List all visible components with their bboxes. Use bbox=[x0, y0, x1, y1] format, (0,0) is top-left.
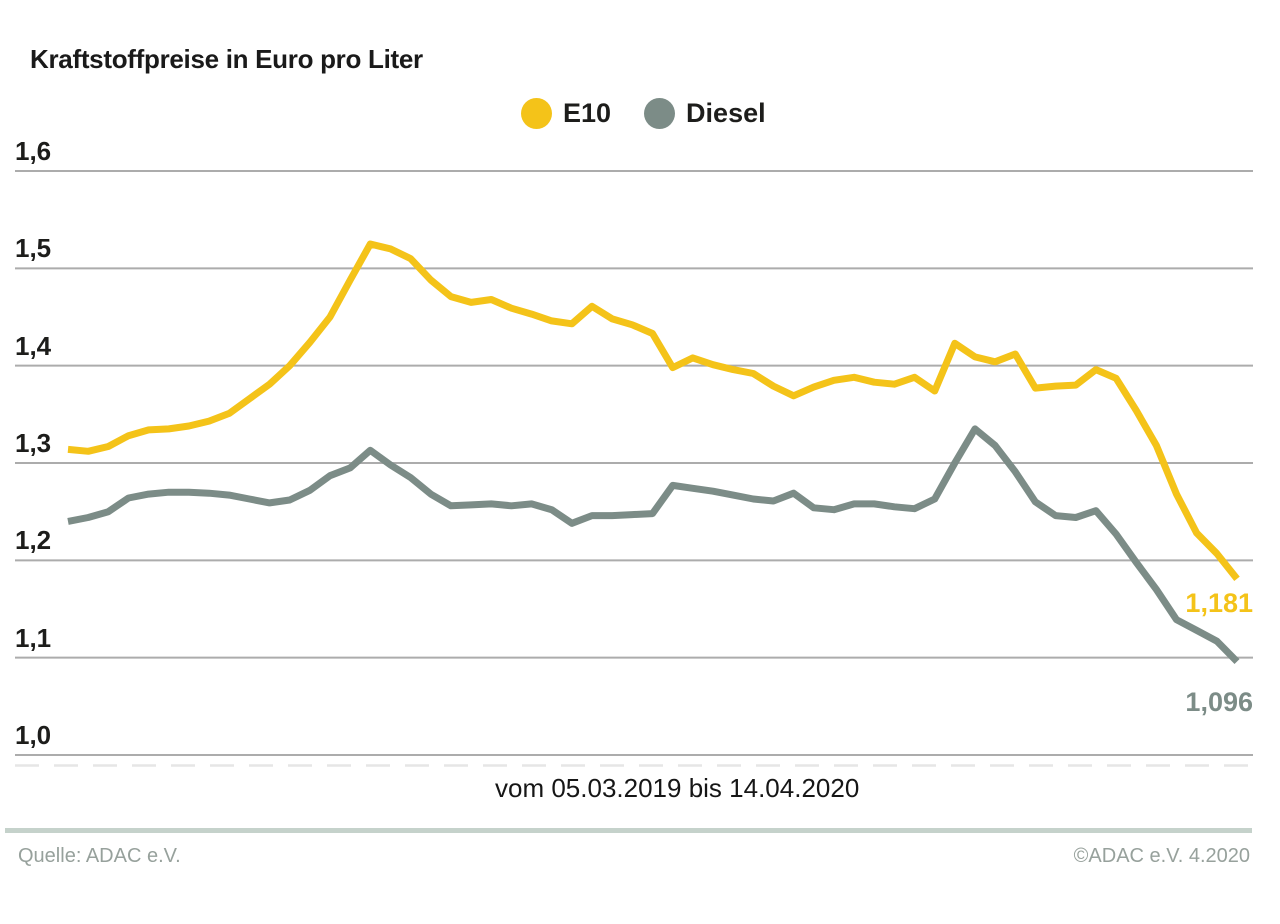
y-axis-tick-label: 1,0 bbox=[15, 720, 52, 750]
copyright-note: ©ADAC e.V. 4.2020 bbox=[1073, 845, 1250, 867]
e10-line bbox=[67, 240, 1240, 581]
y-axis-tick-label: 1,5 bbox=[15, 233, 52, 264]
e10-dot-icon bbox=[521, 98, 552, 129]
legend-item-diesel: Diesel bbox=[644, 98, 766, 129]
y-axis-tick-label: 1,2 bbox=[15, 525, 52, 556]
x-axis-caption: vom 05.03.2019 bis 14.04.2020 bbox=[495, 773, 860, 803]
source-note: Quelle: ADAC e.V. bbox=[18, 845, 181, 867]
legend-label-e10: E10 bbox=[563, 98, 612, 128]
y-axis-tick-label: 1,3 bbox=[15, 428, 52, 458]
diesel-line bbox=[67, 425, 1240, 665]
page-title: Kraftstoffpreise in Euro pro Liter bbox=[30, 44, 423, 74]
e10-end-value-label: 1,181 bbox=[1185, 588, 1253, 618]
legend-label-diesel: Diesel bbox=[686, 98, 766, 128]
legend-item-e10: E10 bbox=[521, 98, 611, 129]
y-axis-tick-label: 1,1 bbox=[15, 622, 52, 653]
diesel-dot-icon bbox=[644, 98, 676, 129]
diesel-end-value-label: 1,096 bbox=[1185, 687, 1253, 717]
legend: E10 Diesel bbox=[521, 98, 766, 129]
footer-divider bbox=[5, 828, 1252, 833]
y-axis-tick-label: 1,4 bbox=[15, 330, 52, 361]
y-axis-tick-label: 1,6 bbox=[15, 136, 52, 166]
